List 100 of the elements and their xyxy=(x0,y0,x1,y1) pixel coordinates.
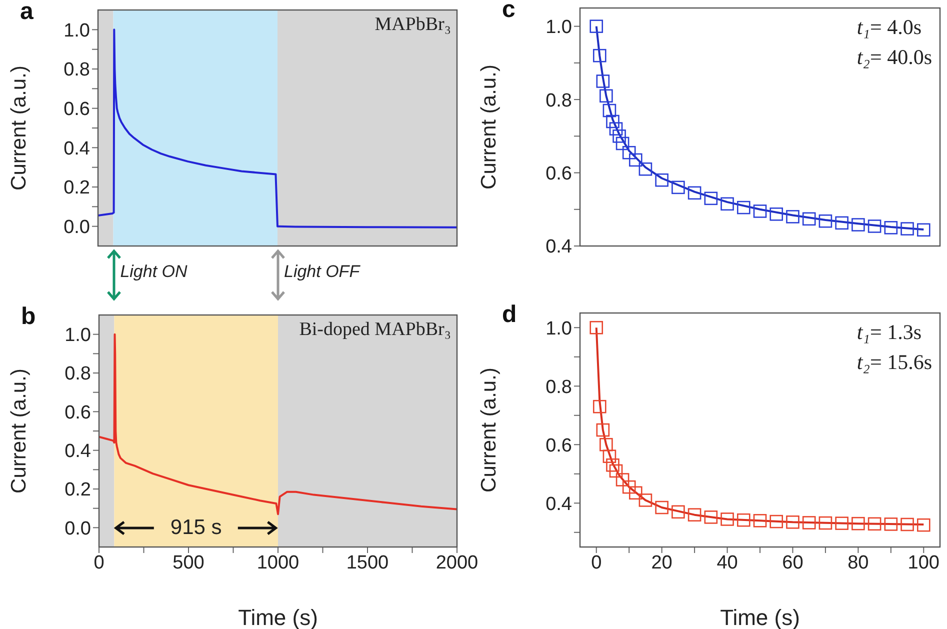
point xyxy=(736,513,750,527)
point xyxy=(655,500,668,514)
y-tick-label: 0.4 xyxy=(546,494,572,515)
y-axis-title: Current (a.u.) xyxy=(477,64,500,190)
y-tick-label: 0.0 xyxy=(64,518,91,540)
chart-subtitle: MAPbBr₃ xyxy=(374,14,451,36)
point xyxy=(600,89,613,103)
point xyxy=(753,514,767,528)
y-axis-title: Current (a.u.) xyxy=(7,66,30,190)
point xyxy=(638,162,652,176)
y-tick-label: 0.6 xyxy=(546,164,572,185)
text: Light ON xyxy=(120,262,188,282)
point xyxy=(868,220,882,233)
chart-title: a xyxy=(20,0,34,26)
point xyxy=(655,173,668,187)
point xyxy=(720,197,734,211)
point xyxy=(770,207,784,221)
point xyxy=(868,517,882,531)
point xyxy=(638,494,652,507)
annotation: t₂= 40.0s xyxy=(856,44,932,71)
x-tick-label: 0 xyxy=(591,552,602,574)
y-tick-label: 0.4 xyxy=(546,236,572,258)
point xyxy=(770,514,784,528)
y-tick-label: 0.6 xyxy=(546,435,572,456)
point xyxy=(590,20,604,33)
point xyxy=(616,136,630,150)
point xyxy=(835,216,848,230)
y-tick-label: 0.2 xyxy=(64,480,91,501)
x-tick-label: 500 xyxy=(172,552,204,574)
point xyxy=(672,180,685,194)
point xyxy=(609,464,623,478)
y-tick-label: 0.6 xyxy=(64,99,90,120)
x-tick-label: 1500 xyxy=(346,552,389,574)
x-tick-label: 1000 xyxy=(256,552,300,574)
point xyxy=(786,210,800,224)
y-tick-label: 1.0 xyxy=(546,318,572,340)
x-tick-label: 80 xyxy=(848,552,869,574)
annotation: t₂= 15.6s xyxy=(856,349,932,376)
point xyxy=(884,221,898,234)
y-axis-title: Current (a.u.) xyxy=(477,368,500,492)
point xyxy=(753,204,767,218)
point xyxy=(688,508,702,522)
annotation: t₁= 1.3s xyxy=(856,319,922,346)
band-label: 915 s xyxy=(170,516,222,540)
point xyxy=(736,200,750,214)
x-tick-label: 20 xyxy=(651,552,672,574)
x-tick-label: 40 xyxy=(716,552,738,574)
y-tick-label: 0.8 xyxy=(546,376,572,398)
y-tick-label: 0.8 xyxy=(64,364,91,385)
point xyxy=(900,518,914,532)
point xyxy=(884,518,898,531)
point xyxy=(592,400,606,414)
point xyxy=(622,146,636,160)
point xyxy=(602,450,616,463)
text: Light OFF xyxy=(284,262,360,282)
point xyxy=(852,218,865,232)
y-tick-label: 0.0 xyxy=(64,217,90,238)
point xyxy=(602,104,616,118)
y-tick-label: 0.6 xyxy=(64,402,91,424)
point xyxy=(852,516,865,530)
x-tick-label: 100 xyxy=(908,552,940,574)
chart-subtitle: Bi-doped MAPbBr₃ xyxy=(299,319,451,341)
point xyxy=(786,515,800,529)
y-tick-label: 0.4 xyxy=(64,138,90,160)
y-tick-label: 1.0 xyxy=(546,17,572,38)
point xyxy=(616,473,630,486)
x-tick-label: 0 xyxy=(94,552,104,574)
point xyxy=(628,153,642,167)
y-tick-label: 1.0 xyxy=(64,325,91,346)
point xyxy=(802,212,816,226)
point xyxy=(916,518,930,532)
point xyxy=(720,512,734,526)
y-tick-label: 0.8 xyxy=(64,60,90,81)
point xyxy=(590,320,604,334)
point xyxy=(704,192,718,206)
y-tick-label: 0.4 xyxy=(64,441,92,462)
point xyxy=(596,423,610,437)
y-tick-label: 0.2 xyxy=(64,178,90,199)
point xyxy=(628,486,642,500)
annotation: t₁= 4.0s xyxy=(856,14,922,41)
point xyxy=(600,438,613,452)
chart-title: c xyxy=(502,0,516,24)
point xyxy=(612,130,626,143)
x-tick-label: 2000 xyxy=(436,552,478,574)
point xyxy=(606,114,620,128)
point xyxy=(900,222,914,236)
y-tick-label: 1.0 xyxy=(64,20,90,42)
point xyxy=(596,74,610,88)
y-tick-label: 0.8 xyxy=(546,90,572,112)
chart-title: d xyxy=(502,301,517,329)
point xyxy=(818,516,832,530)
point xyxy=(704,510,718,524)
point xyxy=(609,122,623,136)
x-tick-label: 60 xyxy=(782,552,804,574)
y-axis-title: Current (a.u.) xyxy=(7,368,30,494)
point xyxy=(916,223,930,237)
point xyxy=(802,516,816,530)
point xyxy=(622,480,636,494)
point xyxy=(592,48,606,62)
point xyxy=(835,516,848,530)
